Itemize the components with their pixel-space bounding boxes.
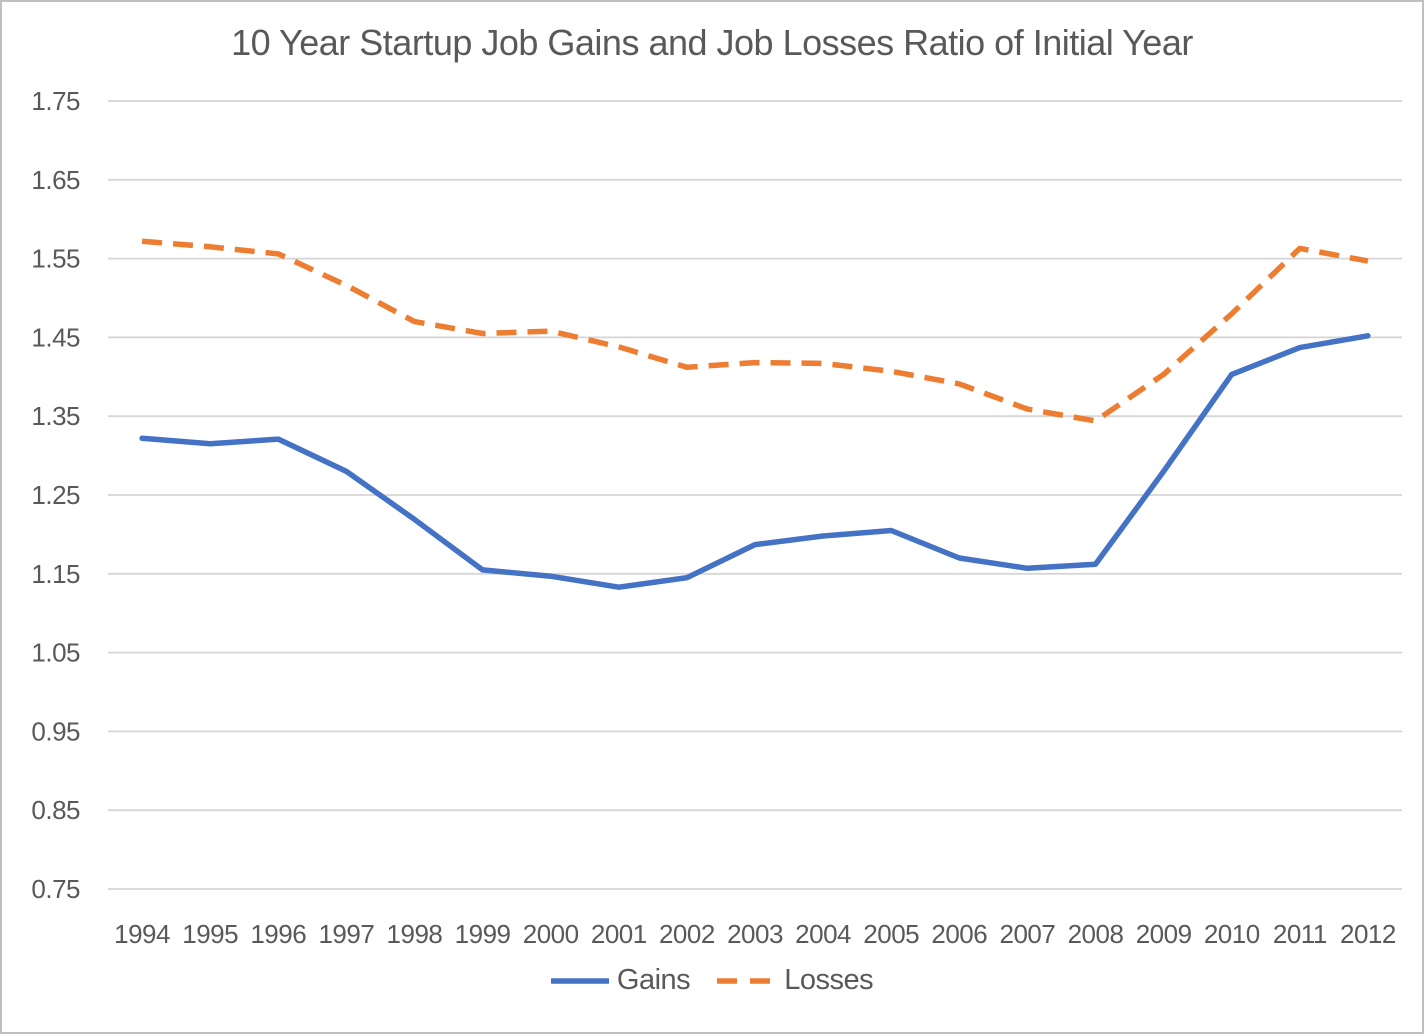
legend-label-losses: Losses: [784, 964, 874, 996]
y-tick-label: 1.45: [31, 322, 80, 352]
x-tick-label: 1995: [182, 919, 238, 949]
legend-label-gains: Gains: [616, 964, 691, 996]
x-tick-label: 2005: [863, 919, 919, 949]
x-tick-label: 2010: [1204, 919, 1260, 949]
y-tick-label: 1.55: [31, 244, 80, 274]
x-tick-label: 2012: [1340, 919, 1396, 949]
losses-line: [141, 238, 1369, 424]
x-tick-label: 2002: [659, 919, 715, 949]
y-tick-label: 0.85: [31, 795, 80, 825]
legend: Gains Losses: [2, 964, 1422, 997]
y-tick-label: 1.65: [31, 165, 80, 195]
x-tick-label: 1996: [250, 919, 306, 949]
x-tick-label: 2011: [1273, 919, 1327, 949]
gains-line: [139, 333, 1371, 590]
y-tick-label: 0.95: [31, 716, 80, 746]
legend-item-losses: Losses: [716, 964, 874, 997]
x-tick-label: 1999: [455, 919, 511, 949]
x-tick-label: 1997: [318, 919, 374, 949]
x-tick-label: 1994: [114, 919, 170, 949]
y-tick-label: 1.75: [31, 86, 80, 116]
losses-line-swatch-icon: [717, 977, 776, 984]
x-tick-label: 2006: [931, 919, 987, 949]
x-tick-label: 1998: [387, 919, 443, 949]
x-tick-label: 2003: [727, 919, 783, 949]
y-tick-label: 1.35: [31, 401, 80, 431]
x-tick-label: 2000: [523, 919, 579, 949]
x-tick-label: 2009: [1136, 919, 1192, 949]
y-tick-label: 0.75: [31, 874, 80, 904]
gains-line-swatch-icon: [550, 977, 609, 984]
chart-title: 10 Year Startup Job Gains and Job Losses…: [231, 22, 1193, 63]
x-tick-label: 2007: [999, 919, 1055, 949]
y-tick-label: 1.25: [31, 480, 80, 510]
x-tick-label: 2001: [591, 919, 647, 949]
x-tick-label: 2008: [1068, 919, 1124, 949]
y-tick-label: 1.15: [31, 559, 80, 589]
legend-item-gains: Gains: [550, 964, 691, 997]
x-tick-label: 2004: [795, 919, 851, 949]
y-tick-label: 1.05: [31, 638, 80, 668]
